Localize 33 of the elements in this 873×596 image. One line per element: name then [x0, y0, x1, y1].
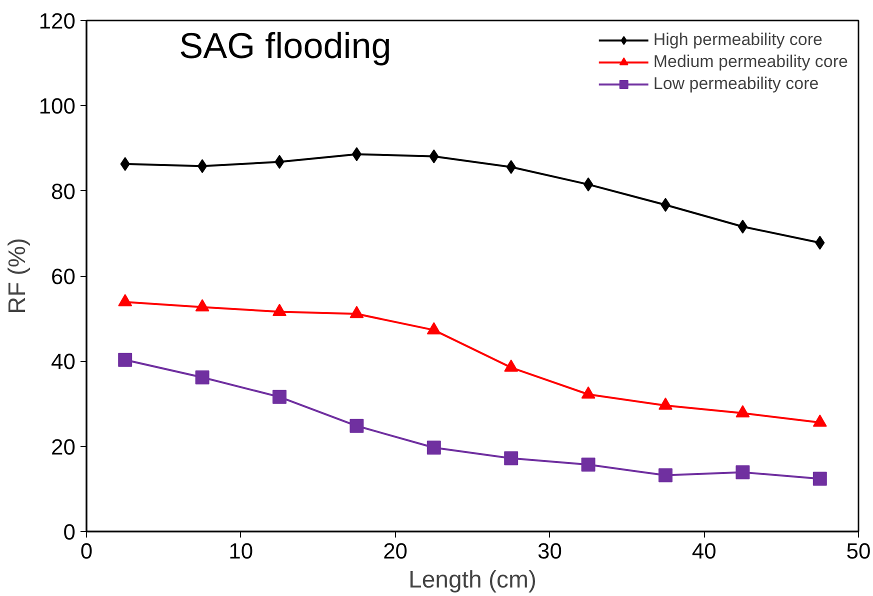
x-axis-title: Length (cm) [408, 566, 537, 594]
point [504, 451, 518, 466]
point [272, 390, 286, 404]
y-axis-title: RF (%) [4, 238, 31, 314]
point [658, 468, 672, 482]
point [197, 159, 208, 174]
chart-title: SAG flooding [179, 24, 392, 66]
x-tick-label: 0 [80, 538, 93, 564]
point [118, 352, 132, 367]
point [352, 147, 362, 162]
legend-label: Medium permeability core [653, 52, 848, 72]
y-tick-label: 120 [38, 8, 76, 34]
y-tick-label: 60 [51, 264, 76, 289]
point [583, 177, 594, 192]
point [812, 472, 827, 486]
point [738, 220, 748, 234]
y-tick-label: 100 [38, 94, 76, 119]
x-tick-label: 30 [537, 538, 562, 564]
x-tick-label: 20 [383, 538, 408, 564]
point [350, 418, 364, 433]
legend-label: High permeability core [653, 30, 822, 50]
y-tick-label: 40 [51, 349, 76, 374]
point [195, 370, 210, 384]
x-tick-label: 10 [228, 538, 254, 564]
x-tick-label: 50 [846, 538, 871, 564]
legend-label: Low permeability core [653, 74, 819, 94]
point [736, 465, 750, 480]
x-tick-label: 40 [692, 538, 716, 564]
point [426, 440, 441, 455]
point [581, 458, 596, 472]
y-tick-label: 20 [51, 434, 76, 460]
y-tick-label: 80 [51, 178, 76, 204]
y-tick-label: 0 [63, 520, 76, 544]
